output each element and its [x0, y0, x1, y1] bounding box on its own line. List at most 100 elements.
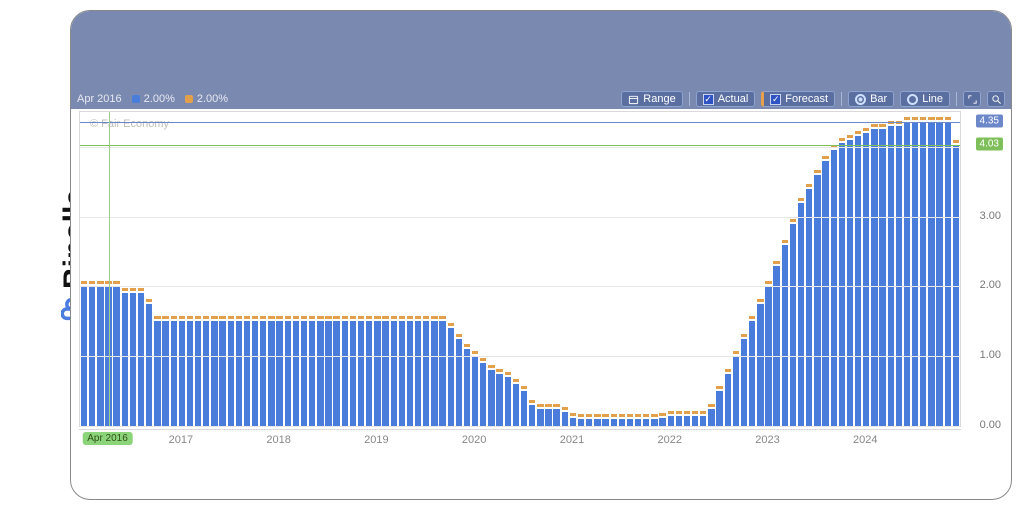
bar-forecast[interactable] — [871, 124, 877, 127]
bar-forecast[interactable] — [651, 414, 657, 417]
bar-actual[interactable] — [936, 122, 942, 426]
bar-actual[interactable] — [268, 321, 274, 426]
bar-forecast[interactable] — [676, 411, 682, 414]
bar-actual[interactable] — [888, 126, 894, 426]
bar-actual[interactable] — [122, 293, 128, 426]
bar-forecast[interactable] — [366, 316, 372, 319]
bar-actual[interactable] — [228, 321, 234, 426]
bar-forecast[interactable] — [529, 400, 535, 403]
bar-actual[interactable] — [651, 419, 657, 426]
bar-forecast[interactable] — [692, 411, 698, 414]
bar-forecast[interactable] — [855, 131, 861, 134]
bar-actual[interactable] — [130, 293, 136, 426]
bar-forecast[interactable] — [89, 281, 95, 284]
bar-forecast[interactable] — [431, 316, 437, 319]
bar-forecast[interactable] — [562, 407, 568, 410]
bar-forecast[interactable] — [130, 288, 136, 291]
bar-actual[interactable] — [643, 419, 649, 426]
bar-forecast[interactable] — [162, 316, 168, 319]
bar-forecast[interactable] — [912, 117, 918, 120]
actual-toggle[interactable]: ✓Actual — [696, 91, 756, 107]
bar-forecast[interactable] — [488, 365, 494, 368]
bar-actual[interactable] — [415, 321, 421, 426]
bar-actual[interactable] — [904, 122, 910, 426]
bar-actual[interactable] — [391, 321, 397, 426]
bar-actual[interactable] — [496, 374, 502, 426]
bar-forecast[interactable] — [480, 358, 486, 361]
bar-forecast[interactable] — [350, 316, 356, 319]
bar-actual[interactable] — [692, 416, 698, 426]
bar-actual[interactable] — [619, 419, 625, 426]
bar-actual[interactable] — [244, 321, 250, 426]
bar-forecast[interactable] — [276, 316, 282, 319]
bar-forecast[interactable] — [81, 281, 87, 284]
bar-forecast[interactable] — [627, 414, 633, 417]
bar-actual[interactable] — [847, 140, 853, 426]
bar-forecast[interactable] — [244, 316, 250, 319]
bar-actual[interactable] — [382, 321, 388, 426]
bar-forecast[interactable] — [643, 414, 649, 417]
bar-forecast[interactable] — [578, 414, 584, 417]
bar-forecast[interactable] — [928, 117, 934, 120]
bar-forecast[interactable] — [391, 316, 397, 319]
bar-actual[interactable] — [138, 293, 144, 426]
bar-forecast[interactable] — [138, 288, 144, 291]
bar-forecast[interactable] — [741, 334, 747, 337]
bar-forecast[interactable] — [725, 369, 731, 372]
bar-forecast[interactable] — [773, 261, 779, 264]
bar-actual[interactable] — [407, 321, 413, 426]
bar-actual[interactable] — [146, 304, 152, 426]
bar-actual[interactable] — [456, 339, 462, 426]
bar-forecast[interactable] — [806, 184, 812, 187]
bar-actual[interactable] — [325, 321, 331, 426]
bar-forecast[interactable] — [285, 316, 291, 319]
bar-forecast[interactable] — [301, 316, 307, 319]
bar-forecast[interactable] — [733, 351, 739, 354]
bar-forecast[interactable] — [219, 316, 225, 319]
bar-actual[interactable] — [317, 321, 323, 426]
bar-forecast[interactable] — [537, 404, 543, 407]
bar-actual[interactable] — [782, 245, 788, 426]
bar-forecast[interactable] — [953, 140, 959, 143]
bar-actual[interactable] — [309, 321, 315, 426]
bar-forecast[interactable] — [570, 413, 576, 416]
bar-actual[interactable] — [399, 321, 405, 426]
bar-forecast[interactable] — [415, 316, 421, 319]
bar-forecast[interactable] — [513, 379, 519, 382]
bar-forecast[interactable] — [749, 316, 755, 319]
bar-mode[interactable]: Bar — [848, 91, 894, 107]
bar-actual[interactable] — [733, 356, 739, 426]
bar-actual[interactable] — [374, 321, 380, 426]
bar-actual[interactable] — [855, 136, 861, 426]
bar-actual[interactable] — [521, 391, 527, 426]
bar-actual[interactable] — [945, 122, 951, 426]
bar-actual[interactable] — [611, 419, 617, 426]
bar-forecast[interactable] — [333, 316, 339, 319]
bar-forecast[interactable] — [545, 404, 551, 407]
bar-forecast[interactable] — [236, 316, 242, 319]
bar-actual[interactable] — [236, 321, 242, 426]
bar-forecast[interactable] — [122, 288, 128, 291]
bar-forecast[interactable] — [382, 316, 388, 319]
bar-actual[interactable] — [276, 321, 282, 426]
bar-forecast[interactable] — [342, 316, 348, 319]
bar-actual[interactable] — [627, 419, 633, 426]
bar-forecast[interactable] — [716, 386, 722, 389]
bar-forecast[interactable] — [659, 413, 665, 416]
bar-actual[interactable] — [814, 175, 820, 426]
bar-actual[interactable] — [472, 356, 478, 426]
bar-forecast[interactable] — [252, 316, 258, 319]
bar-forecast[interactable] — [146, 299, 152, 302]
bar-actual[interactable] — [700, 416, 706, 426]
bar-actual[interactable] — [358, 321, 364, 426]
bar-forecast[interactable] — [782, 240, 788, 243]
bar-actual[interactable] — [439, 321, 445, 426]
bar-forecast[interactable] — [822, 156, 828, 159]
bar-forecast[interactable] — [757, 299, 763, 302]
bar-forecast[interactable] — [920, 117, 926, 120]
bar-forecast[interactable] — [945, 117, 951, 120]
bar-forecast[interactable] — [708, 404, 714, 407]
bar-actual[interactable] — [676, 416, 682, 426]
bar-actual[interactable] — [570, 418, 576, 426]
bar-forecast[interactable] — [154, 316, 160, 319]
